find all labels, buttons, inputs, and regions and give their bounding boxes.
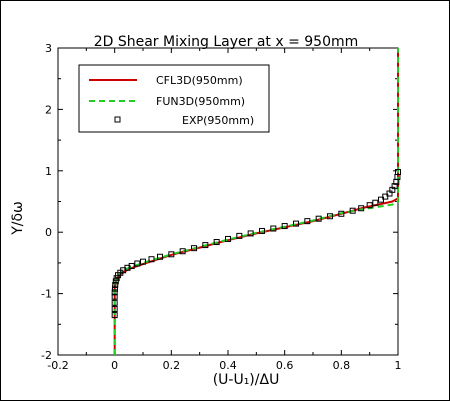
legend-label-exp: EXP(950mm) xyxy=(182,114,254,127)
data-point xyxy=(281,223,288,230)
data-point xyxy=(358,205,365,212)
data-point xyxy=(236,232,243,239)
x-axis-label: (U-U₁)/ΔU xyxy=(213,372,280,388)
data-point xyxy=(202,242,209,249)
data-point xyxy=(338,210,345,217)
x-tick-label: 0.6 xyxy=(276,359,294,372)
chart-title: 2D Shear Mixing Layer at x = 950mm xyxy=(94,34,359,50)
data-point xyxy=(113,275,120,282)
series-layer xyxy=(111,48,401,355)
data-point xyxy=(168,251,175,258)
data-point xyxy=(259,227,265,234)
data-point xyxy=(391,183,398,190)
data-point xyxy=(111,312,118,319)
y-tick-label: 3 xyxy=(45,42,52,55)
data-point xyxy=(111,289,118,296)
data-point xyxy=(378,196,384,203)
x-tick-label: 0.2 xyxy=(163,359,181,372)
x-tick-label: -0.2 xyxy=(47,359,68,372)
data-point xyxy=(157,253,163,260)
x-tick-label: 0 xyxy=(111,359,118,372)
y-tick-label: 2 xyxy=(45,103,52,116)
data-point xyxy=(111,293,118,300)
data-point xyxy=(304,218,311,225)
y-tick-label: -2 xyxy=(41,349,52,362)
data-point xyxy=(349,207,356,214)
data-point xyxy=(225,235,231,242)
data-point xyxy=(128,262,135,269)
data-point xyxy=(372,199,379,206)
data-point xyxy=(395,169,401,176)
data-point xyxy=(213,239,220,246)
data-point xyxy=(112,282,119,289)
data-point xyxy=(270,225,277,232)
data-point xyxy=(247,230,254,237)
axis-ticks: -0.2 0 0.2 0.4 0.6 0.8 1 -2 -1 0 1 2 3 xyxy=(41,42,401,372)
data-point xyxy=(366,202,373,209)
y-tick-label: 1 xyxy=(45,165,52,178)
x-tick-label: 1 xyxy=(395,359,402,372)
legend-swatch-exp xyxy=(114,116,121,123)
data-point xyxy=(293,220,299,227)
data-point xyxy=(148,256,155,263)
legend-label-cfl3d: CFL3D(950mm) xyxy=(156,74,243,87)
data-point xyxy=(315,215,322,222)
y-tick-label: -1 xyxy=(41,288,52,301)
x-tick-label: 0.4 xyxy=(219,359,237,372)
data-point xyxy=(124,264,131,271)
legend-box xyxy=(78,64,270,133)
data-point xyxy=(112,278,119,285)
legend: CFL3D(950mm) FUN3D(950mm) EXP(950mm) xyxy=(78,64,270,133)
data-point xyxy=(382,193,389,200)
x-tick-label: 0.8 xyxy=(333,359,351,372)
legend-label-fun3d: FUN3D(950mm) xyxy=(156,95,245,108)
data-point xyxy=(111,285,118,292)
data-point xyxy=(191,245,197,252)
data-point xyxy=(111,305,118,312)
data-point xyxy=(111,299,118,306)
data-point xyxy=(327,213,333,220)
data-point xyxy=(140,258,146,265)
data-point xyxy=(134,260,141,267)
data-point xyxy=(179,248,186,255)
y-tick-label: 0 xyxy=(45,226,52,239)
y-axis-label: Y/δω xyxy=(10,201,26,236)
